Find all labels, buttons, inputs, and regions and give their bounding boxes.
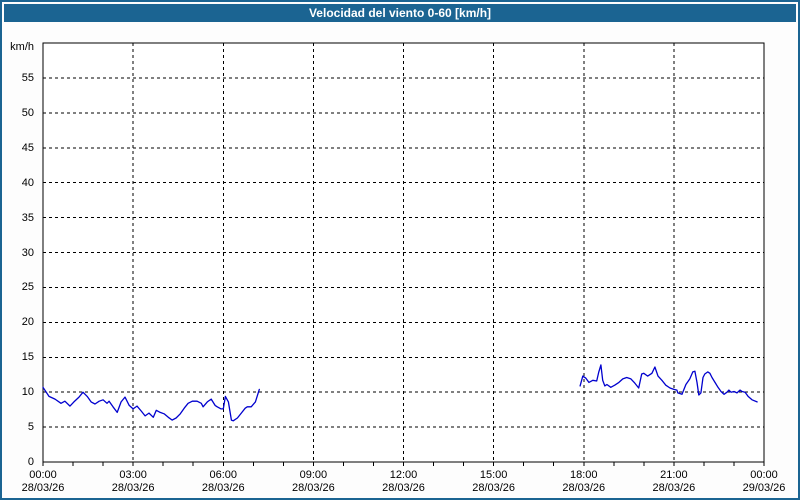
x-axis-time: 18:00 xyxy=(569,469,598,481)
x-axis-time: 15:00 xyxy=(479,469,508,481)
wind-speed-segment-1 xyxy=(42,386,260,422)
x-axis-date: 29/03/26 xyxy=(742,482,786,494)
x-axis-time: 00:00 xyxy=(750,469,778,481)
y-axis-label: 10 xyxy=(21,386,34,399)
x-axis-time: 06:00 xyxy=(209,469,238,481)
y-axis-label: 40 xyxy=(21,176,34,189)
y-axis-label: 55 xyxy=(21,71,34,84)
x-axis-label: 06:00 28/03/26 xyxy=(190,469,256,495)
x-axis-date: 28/03/26 xyxy=(562,482,606,494)
y-axis-label: 45 xyxy=(21,141,34,154)
x-axis-label: 00:00 29/03/26 xyxy=(731,469,797,495)
x-axis-time: 09:00 xyxy=(299,469,328,481)
x-axis-date: 28/03/26 xyxy=(21,482,65,494)
y-axis-label: 30 xyxy=(21,246,34,259)
x-axis-label: 03:00 28/03/26 xyxy=(100,469,166,495)
x-axis-date: 28/03/26 xyxy=(472,482,516,494)
x-axis-label: 21:00 28/03/26 xyxy=(641,469,707,495)
x-axis-date: 28/03/26 xyxy=(382,482,425,494)
x-axis-time: 12:00 xyxy=(389,469,418,481)
chart-title-bar: Velocidad del viento 0-60 [km/h] xyxy=(4,4,796,22)
x-axis-date: 28/03/26 xyxy=(291,482,335,494)
x-axis-time: 03:00 xyxy=(119,469,147,481)
chart-title: Velocidad del viento 0-60 [km/h] xyxy=(308,6,492,20)
x-axis-date: 28/03/26 xyxy=(201,482,245,494)
y-axis-unit-label: km/h xyxy=(10,41,34,53)
x-axis-time: 21:00 xyxy=(660,469,688,481)
y-axis-label: 0 xyxy=(27,456,34,468)
y-axis-label: 35 xyxy=(21,211,34,224)
x-axis-label: 00:00 28/03/26 xyxy=(10,469,76,495)
y-axis-label: 20 xyxy=(21,316,34,329)
x-axis-label: 18:00 28/03/26 xyxy=(551,469,617,495)
x-axis-date: 28/03/26 xyxy=(111,482,155,494)
x-axis-time: 00:00 xyxy=(29,469,57,481)
x-axis-label: 12:00 28/03/26 xyxy=(371,469,437,495)
y-axis-label: 50 xyxy=(21,106,34,119)
x-axis-label: 15:00 28/03/26 xyxy=(461,469,527,495)
y-axis-label: 5 xyxy=(27,421,34,434)
x-axis-label: 09:00 28/03/26 xyxy=(280,469,346,495)
plot-border xyxy=(42,42,765,463)
y-axis-label: 25 xyxy=(21,281,34,294)
wind-speed-segment-2 xyxy=(579,364,758,403)
x-axis-date: 28/03/26 xyxy=(652,482,696,494)
y-axis-label: 15 xyxy=(21,351,34,364)
